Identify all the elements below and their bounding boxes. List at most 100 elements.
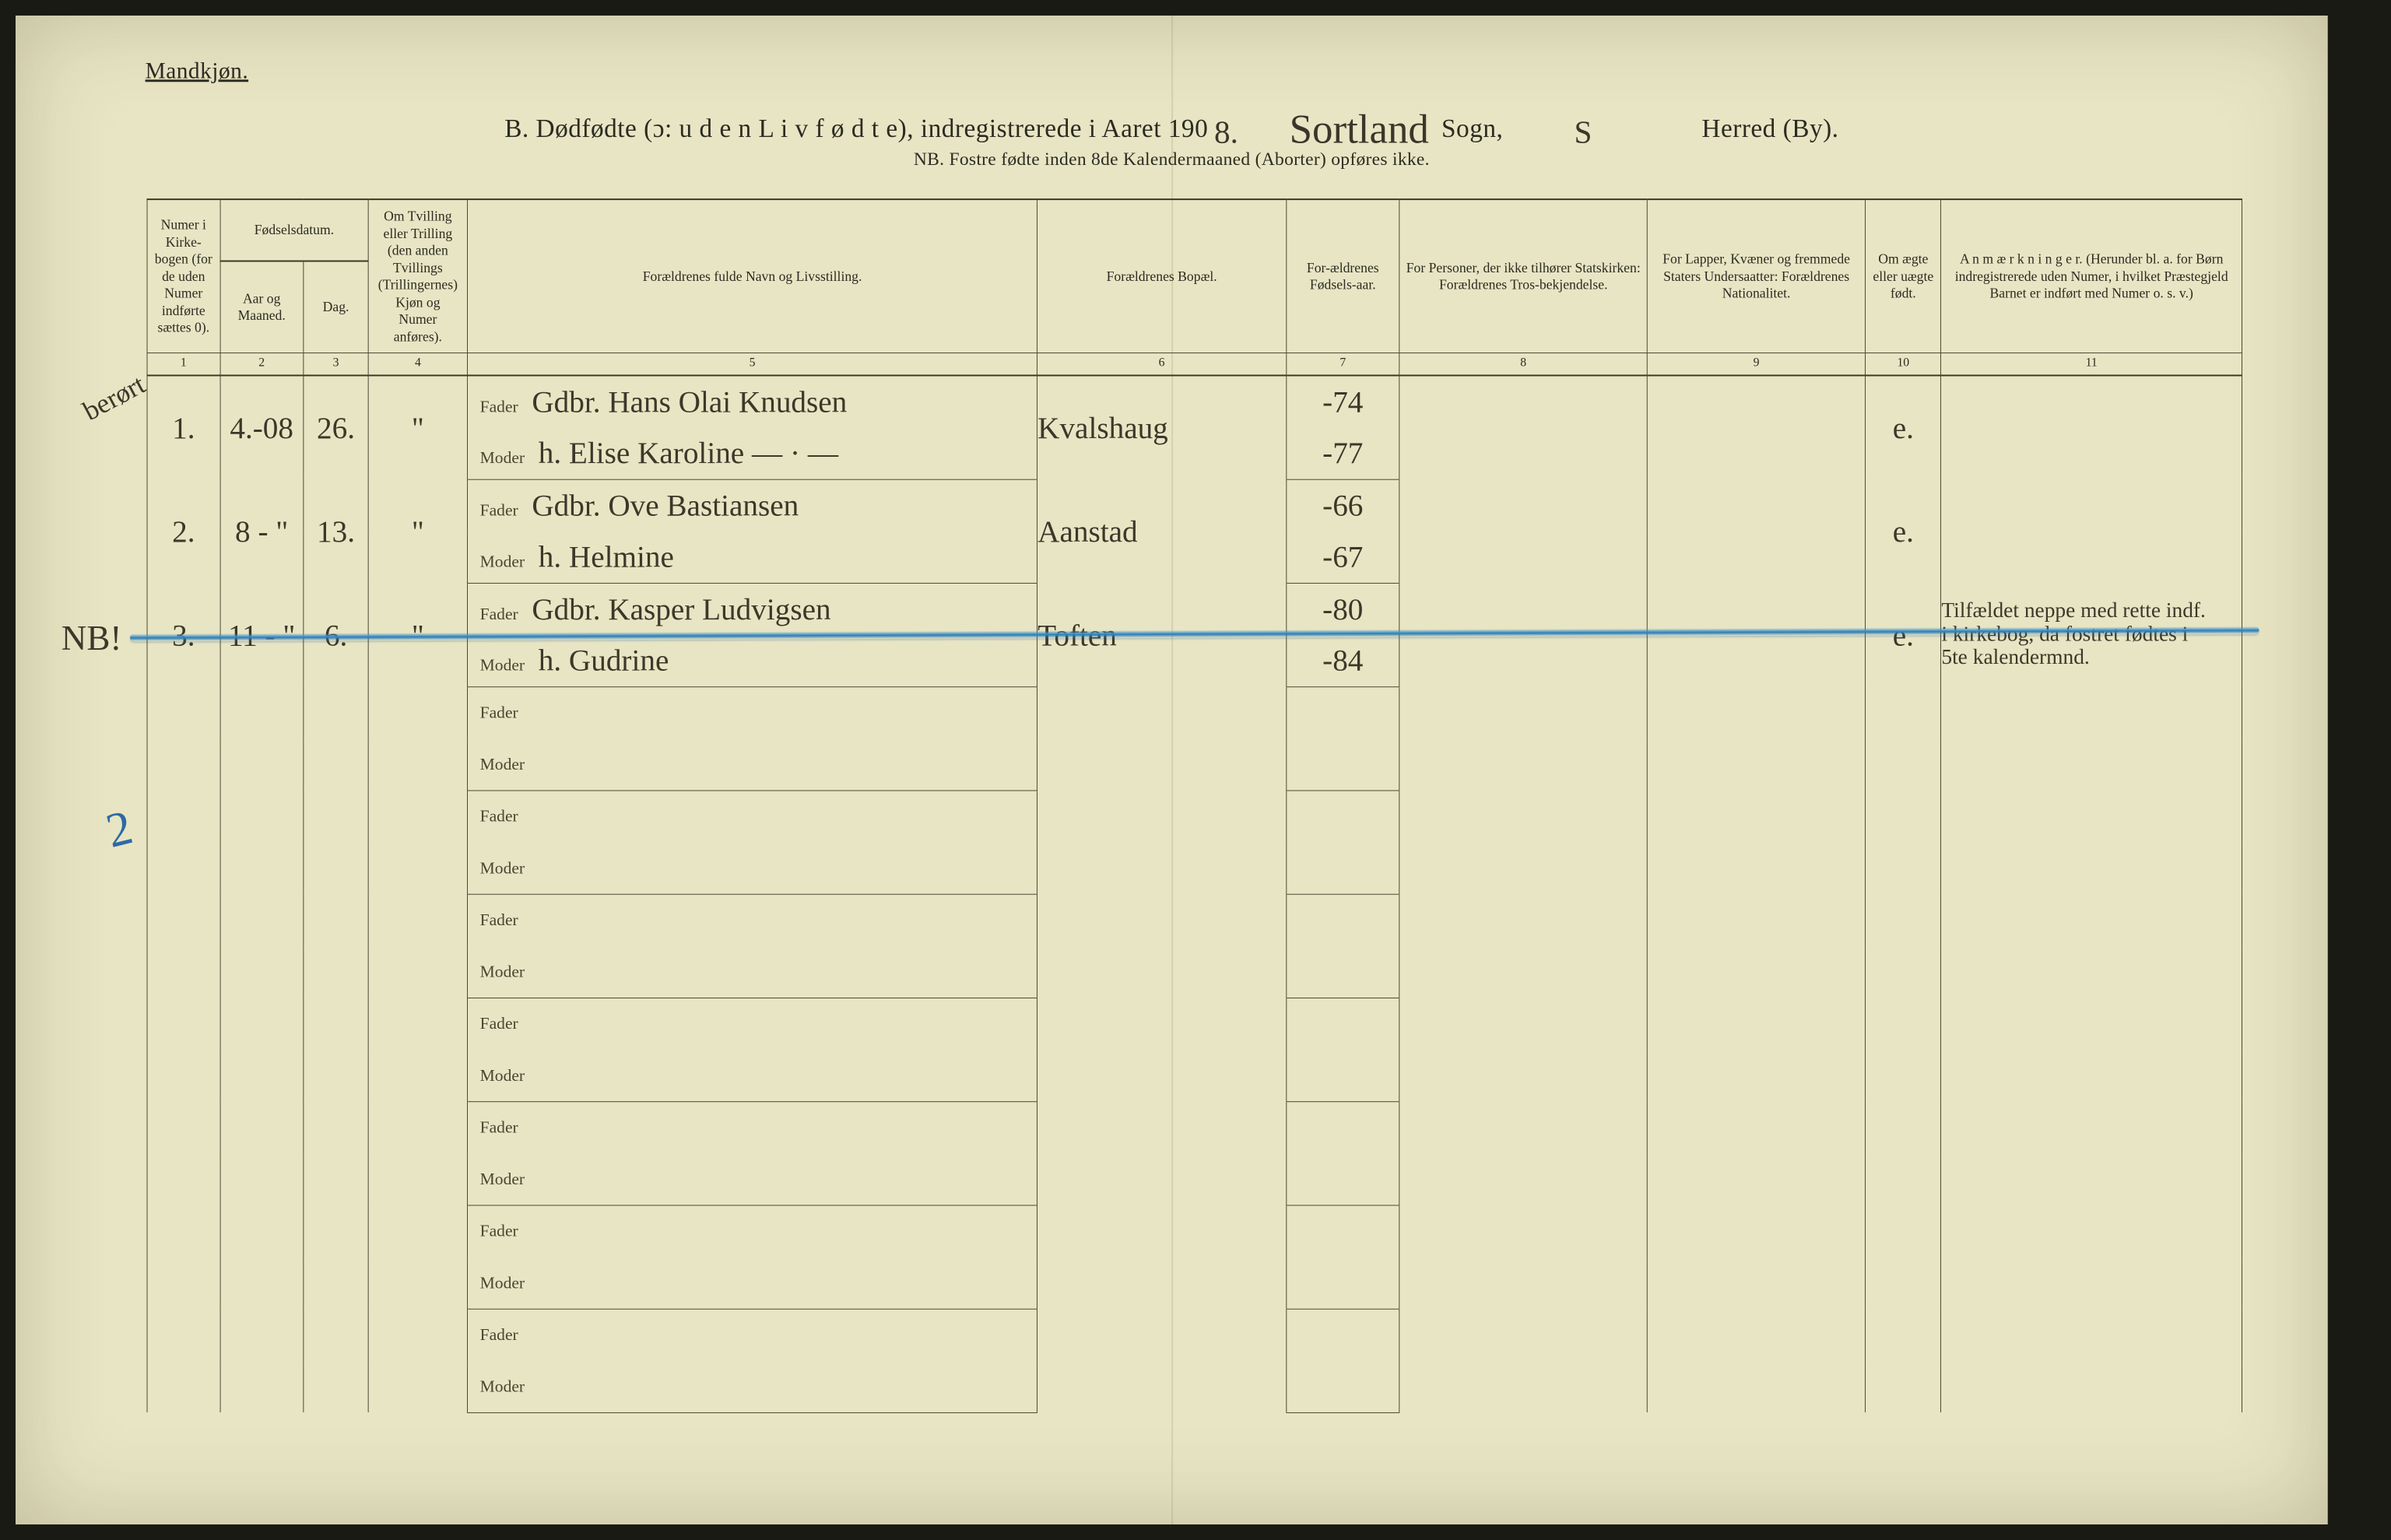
cell-legitimate <box>1866 790 1941 893</box>
cell-number <box>147 1205 220 1308</box>
cell-residence <box>1038 1309 1287 1412</box>
col-5-header: Forældrenes fulde Navn og Livsstilling. <box>467 199 1037 353</box>
handwritten-text: e. <box>1893 411 1914 445</box>
col-4-header: Om Tvilling eller Trilling (den anden Tv… <box>368 199 467 353</box>
cell-residence <box>1038 894 1287 998</box>
colnum: 11 <box>1941 353 2242 376</box>
colnum: 1 <box>147 353 220 376</box>
role-label-fader: Fader <box>480 397 518 416</box>
cell-day <box>304 686 368 790</box>
col-11-header: A n m æ r k n i n g e r. (Herunder bl. a… <box>1941 199 2242 353</box>
cell-moder-name: Moder <box>467 945 1037 998</box>
cell-moder-name: Moder <box>467 1153 1037 1205</box>
role-label-moder: Moder <box>480 1272 525 1291</box>
col-6-header: Forældrenes Bopæl. <box>1038 199 1287 353</box>
cell-year-month <box>220 998 304 1101</box>
cell-moder-year <box>1287 1360 1399 1412</box>
page-title: B. Dødfødte (ɔ: u d e n L i v f ø d t e)… <box>16 106 2328 153</box>
cell-number <box>147 894 220 998</box>
cell-legitimate <box>1866 894 1941 998</box>
cell-confession <box>1399 686 1647 790</box>
cell-twin: " <box>368 479 467 583</box>
cell-fader-name: Fader <box>467 1205 1037 1257</box>
cell-residence <box>1038 790 1287 893</box>
role-label-fader: Fader <box>480 910 518 929</box>
cell-year-month <box>220 1309 304 1412</box>
cell-day: 13. <box>304 479 368 583</box>
colnum: 5 <box>467 353 1037 376</box>
handwritten-text: 26. <box>317 411 355 445</box>
role-label-moder: Moder <box>480 1169 525 1187</box>
cell-nationality <box>1647 894 1865 998</box>
col-3-header: Dag. <box>304 261 368 353</box>
cell-remarks <box>1941 375 2242 479</box>
table-body: 1. 4.-08 26. " Fader Gdbr. Hans Olai Knudsen K… <box>147 375 2242 1412</box>
cell-number <box>147 1101 220 1205</box>
handwritten-text: Gdbr. Hans Olai Knudsen <box>532 384 847 419</box>
cell-residence <box>1038 1205 1287 1308</box>
handwritten-text: Tilfældet neppe med rette indf. <box>1941 599 2242 623</box>
handwritten-text: -77 <box>1322 436 1363 470</box>
cell-number: 2. <box>147 479 220 583</box>
cell-residence: Kvalshaug <box>1038 375 1287 479</box>
col-9-header: For Lapper, Kvæner og fremmede Staters U… <box>1647 199 1865 353</box>
cell-year-month: 4.-08 <box>220 375 304 479</box>
cell-confession <box>1399 1101 1647 1205</box>
cell-twin <box>368 1205 467 1308</box>
cell-confession <box>1399 998 1647 1101</box>
gender-heading: Mandkjøn. <box>146 58 249 84</box>
cell-legitimate <box>1866 1205 1941 1308</box>
handwritten-text: -66 <box>1322 488 1363 522</box>
colnum: 2 <box>220 353 304 376</box>
cell-twin <box>368 790 467 893</box>
cell-remarks <box>1941 479 2242 583</box>
handwritten-text: -74 <box>1322 384 1363 419</box>
handwritten-text: 8 - " <box>235 514 288 548</box>
margin-note-1: berørt <box>78 368 151 427</box>
cell-confession <box>1399 1309 1647 1412</box>
colnum: 9 <box>1647 353 1865 376</box>
cell-nationality <box>1647 375 1865 479</box>
cell-fader-name: Fader <box>467 894 1037 946</box>
col-8-header: For Personer, der ikke tilhører Statskir… <box>1399 199 1647 353</box>
table-row: Fader <box>147 998 2242 1050</box>
cell-moder-name: Moder <box>467 842 1037 894</box>
cell-nationality <box>1647 686 1865 790</box>
cell-fader-name: FaderGdbr. Kasper Ludvigsen <box>467 583 1037 635</box>
cell-confession <box>1399 375 1647 479</box>
cell-moder-name: Moder <box>467 1257 1037 1309</box>
cell-legitimate <box>1866 1309 1941 1412</box>
herred-label: Herred (By). <box>1701 114 1838 142</box>
table-row: 2.8 - "13."FaderGdbr. Ove BastiansenAans… <box>147 479 2242 531</box>
title-prefix: B. Dødfødte (ɔ: u d e n L i v f ø d t e)… <box>504 114 1208 142</box>
colnum: 10 <box>1866 353 1941 376</box>
cell-fader-year <box>1287 998 1399 1050</box>
cell-day <box>304 1205 368 1308</box>
cell-number <box>147 686 220 790</box>
cell-moder-year <box>1287 945 1399 998</box>
cell-twin <box>368 894 467 998</box>
role-label-moder: Moder <box>480 552 525 570</box>
col-2-group-header: Fødselsdatum. <box>220 199 369 261</box>
cell-nationality <box>1647 1205 1865 1308</box>
cell-twin: " <box>368 375 467 479</box>
cell-moder-year <box>1287 1257 1399 1309</box>
column-number-row: 1 2 3 4 5 6 7 8 9 10 11 <box>147 353 2242 376</box>
table-row: 1.4.-0826."FaderGdbr. Hans Olai KnudsenK… <box>147 375 2242 427</box>
handwritten-text: 1. <box>172 411 195 445</box>
margin-note-nb: NB! <box>61 618 122 658</box>
role-label-fader: Fader <box>480 806 518 825</box>
colnum: 8 <box>1399 353 1647 376</box>
handwritten-text: -67 <box>1322 539 1363 574</box>
header-row-group: Numer i Kirke-bogen (for de uden Numer i… <box>147 199 2242 261</box>
role-label-moder: Moder <box>480 655 525 674</box>
role-label-moder: Moder <box>480 448 525 467</box>
register-page: Mandkjøn. B. Dødfødte (ɔ: u d e n L i v … <box>16 16 2328 1524</box>
cell-remarks <box>1941 1309 2242 1412</box>
table-row: Fader <box>147 1205 2242 1257</box>
cell-moder-name: Moderh. Gudrine <box>467 635 1037 687</box>
colnum: 7 <box>1287 353 1399 376</box>
cell-legitimate: e. <box>1866 375 1941 479</box>
sogn-label: Sogn, <box>1441 114 1503 142</box>
handwritten-text: -84 <box>1322 644 1363 678</box>
